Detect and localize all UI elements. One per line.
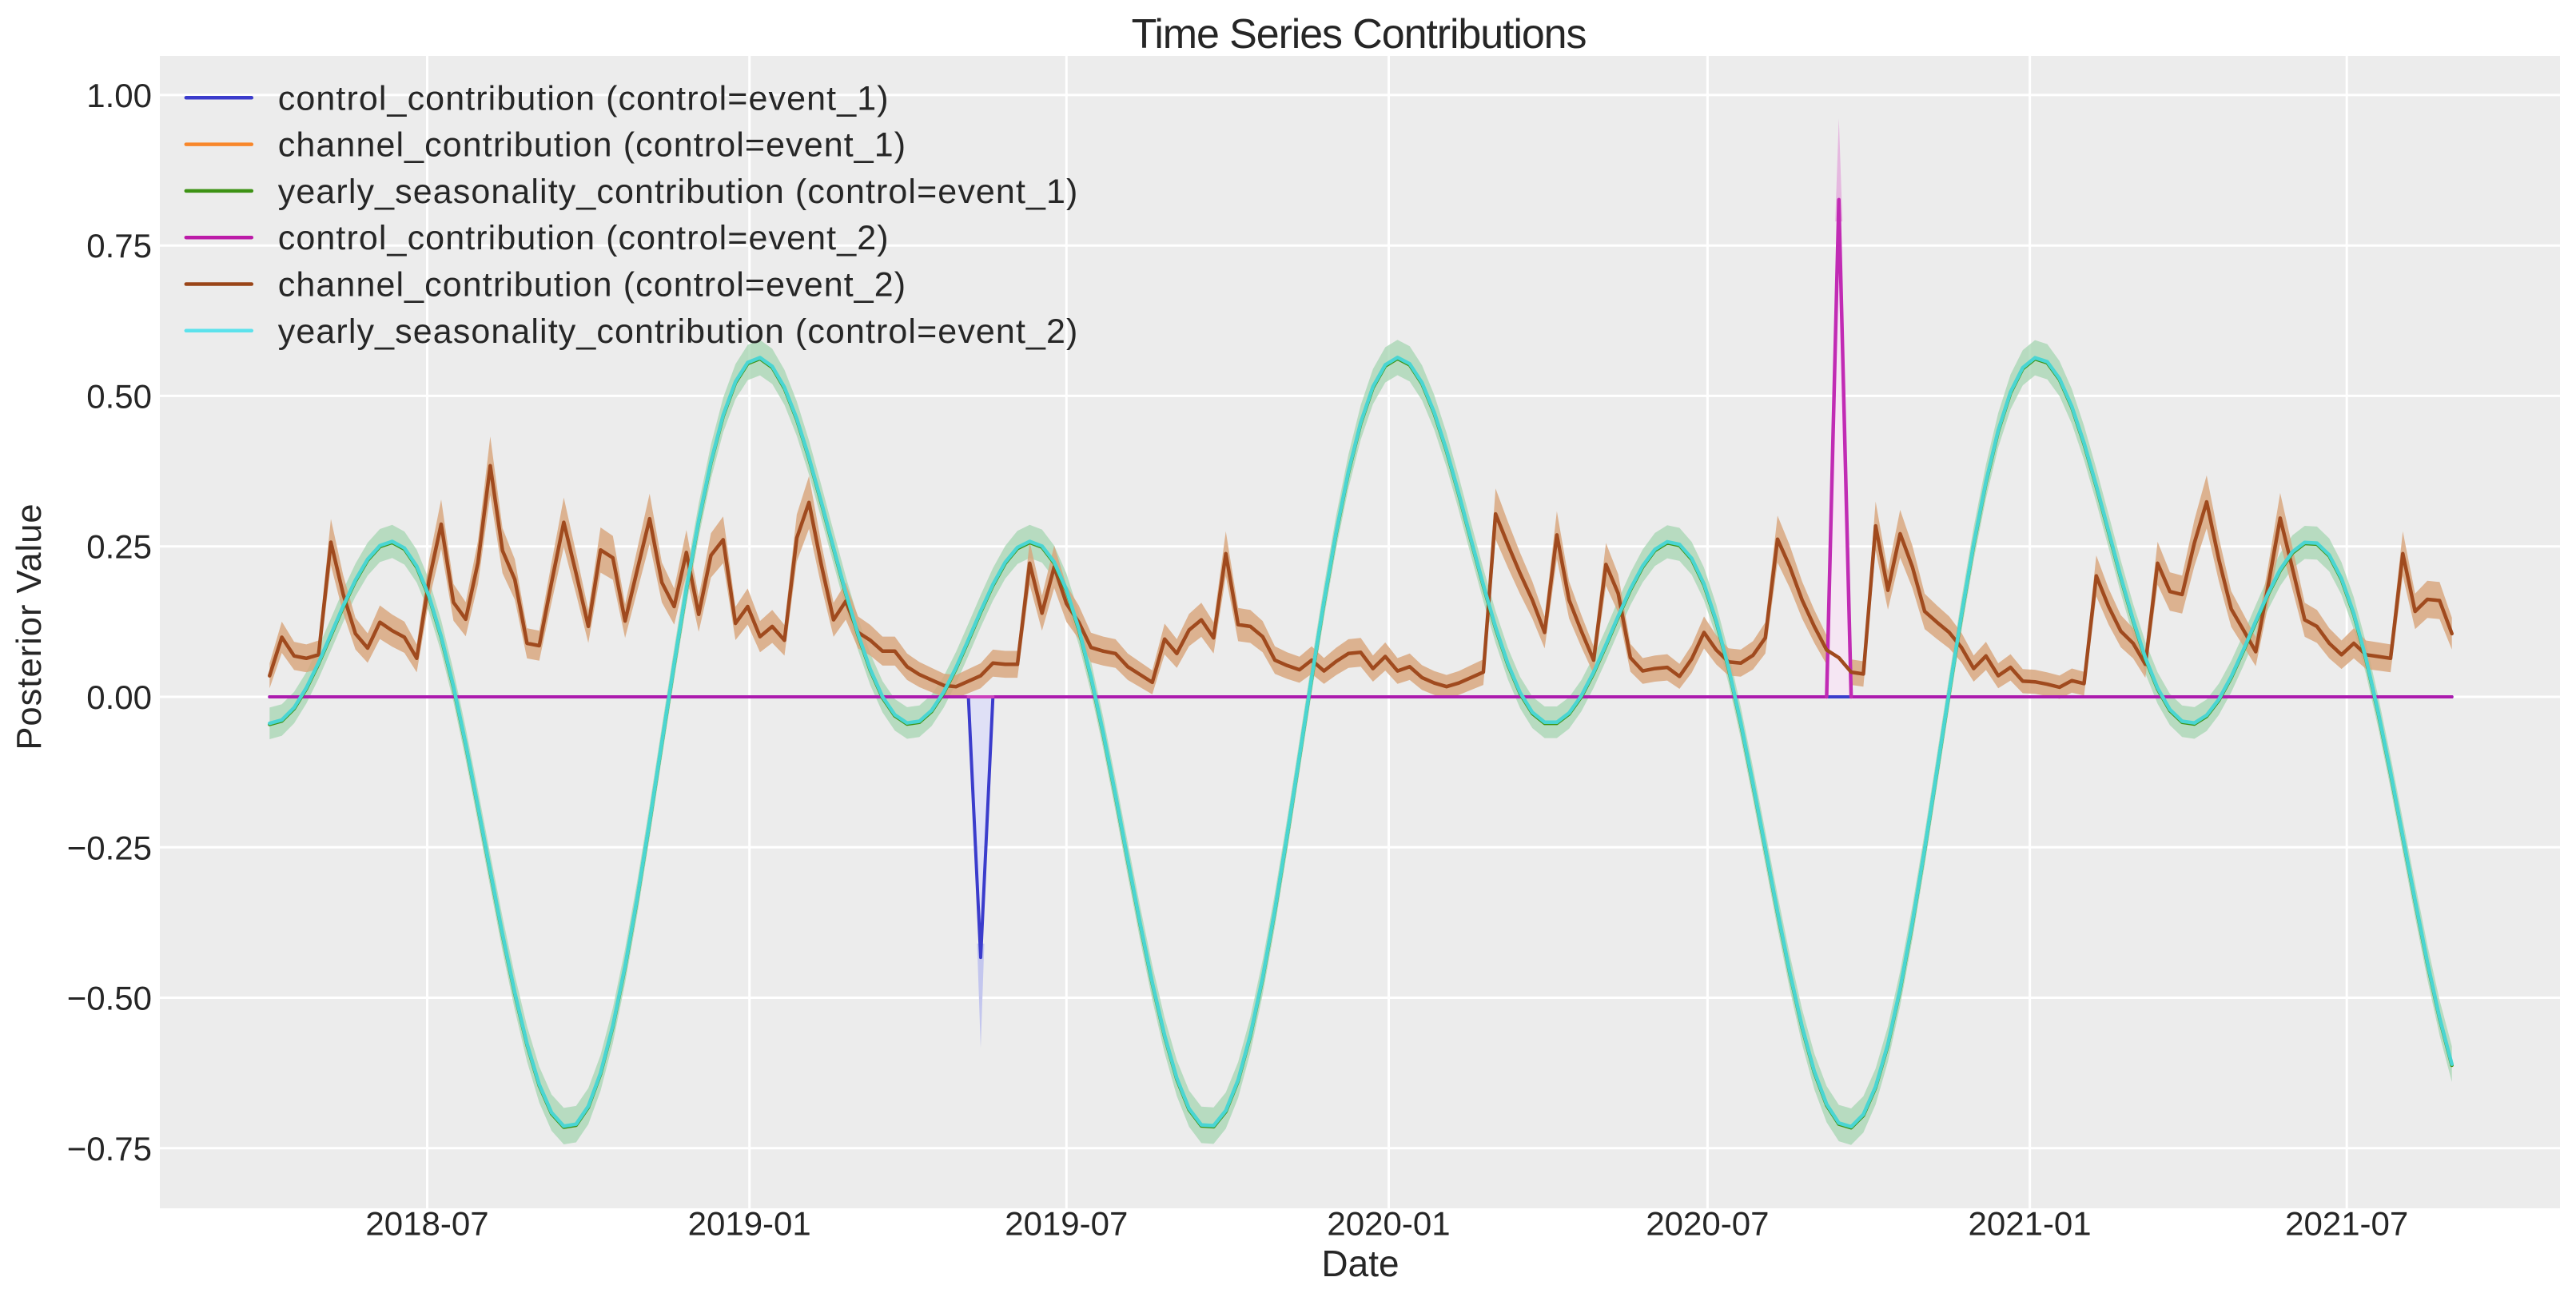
svg-text:0.75: 0.75 bbox=[86, 227, 152, 265]
svg-text:2021-01: 2021-01 bbox=[1969, 1205, 2092, 1243]
svg-text:Posterior Value: Posterior Value bbox=[10, 503, 49, 750]
svg-text:0.50: 0.50 bbox=[86, 377, 152, 415]
svg-text:yearly_seasonality_contributio: yearly_seasonality_contribution (control… bbox=[278, 173, 1079, 211]
svg-text:control_contribution (control=: control_contribution (control=event_1) bbox=[278, 79, 890, 117]
svg-text:−0.75: −0.75 bbox=[67, 1130, 152, 1168]
svg-text:0.25: 0.25 bbox=[86, 528, 152, 566]
svg-text:−0.50: −0.50 bbox=[67, 980, 152, 1017]
svg-text:2019-07: 2019-07 bbox=[1005, 1205, 1128, 1243]
svg-text:channel_contribution (control=: channel_contribution (control=event_1) bbox=[278, 126, 906, 165]
svg-text:−0.25: −0.25 bbox=[67, 829, 152, 866]
svg-text:2020-07: 2020-07 bbox=[1646, 1205, 1769, 1243]
svg-text:2021-07: 2021-07 bbox=[2285, 1205, 2408, 1243]
svg-text:control_contribution (control=: control_contribution (control=event_2) bbox=[278, 219, 890, 257]
svg-text:Time Series Contributions: Time Series Contributions bbox=[1132, 11, 1587, 58]
svg-text:2019-01: 2019-01 bbox=[688, 1205, 811, 1243]
svg-text:2018-07: 2018-07 bbox=[365, 1205, 488, 1243]
svg-text:Date: Date bbox=[1321, 1243, 1399, 1284]
svg-text:channel_contribution (control=: channel_contribution (control=event_2) bbox=[278, 266, 906, 304]
svg-text:yearly_seasonality_contributio: yearly_seasonality_contribution (control… bbox=[278, 312, 1079, 351]
svg-text:0.00: 0.00 bbox=[86, 678, 152, 716]
svg-text:2020-01: 2020-01 bbox=[1327, 1205, 1450, 1243]
svg-text:1.00: 1.00 bbox=[86, 77, 152, 114]
